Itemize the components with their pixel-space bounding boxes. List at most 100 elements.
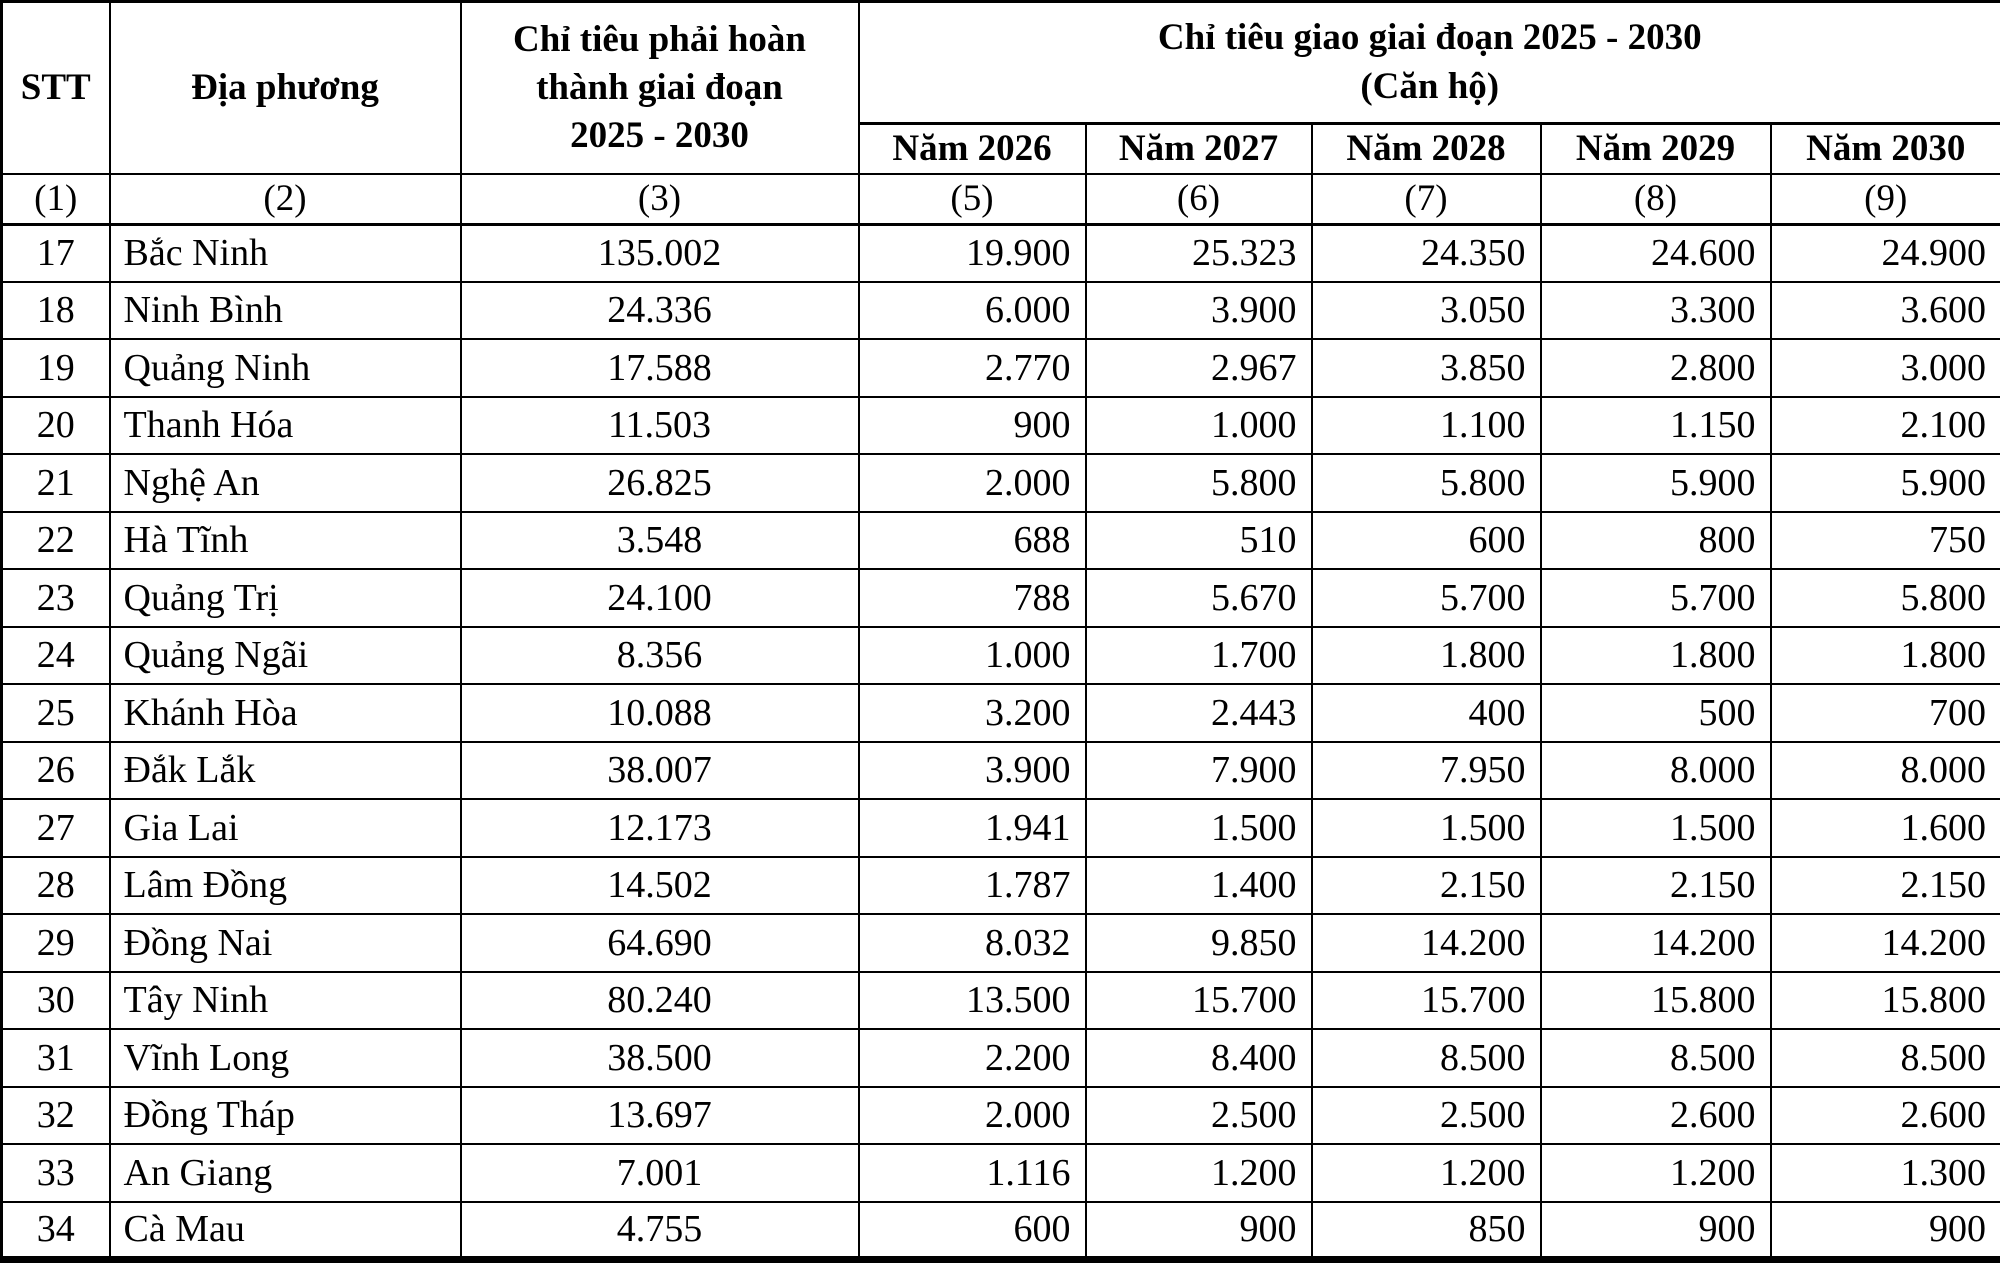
stt-cell: 28 bbox=[2, 857, 110, 915]
year-value-cell-2027: 9.850 bbox=[1086, 914, 1312, 972]
stt-cell: 25 bbox=[2, 684, 110, 742]
year-value-cell-2030: 14.200 bbox=[1771, 914, 2000, 972]
year-value-cell-2029: 3.300 bbox=[1541, 282, 1771, 340]
header-stt: STT bbox=[2, 2, 110, 175]
year-value-cell-2029: 15.800 bbox=[1541, 972, 1771, 1030]
year-value-cell-2028: 1.800 bbox=[1312, 627, 1541, 685]
stt-cell: 26 bbox=[2, 742, 110, 800]
total-target-cell: 24.100 bbox=[461, 569, 859, 627]
year-value-cell-2026: 1.000 bbox=[859, 627, 1086, 685]
stt-cell: 21 bbox=[2, 454, 110, 512]
year-value-cell-2027: 2.443 bbox=[1086, 684, 1312, 742]
locality-cell: Thanh Hóa bbox=[110, 397, 461, 455]
year-value-cell-2029: 14.200 bbox=[1541, 914, 1771, 972]
year-value-cell-2028: 2.500 bbox=[1312, 1087, 1541, 1145]
header-year-2030: Năm 2030 bbox=[1771, 124, 2000, 175]
locality-cell: Hà Tĩnh bbox=[110, 512, 461, 570]
year-value-cell-2026: 19.900 bbox=[859, 224, 1086, 282]
total-target-cell: 14.502 bbox=[461, 857, 859, 915]
total-target-cell: 10.088 bbox=[461, 684, 859, 742]
year-value-cell-2029: 8.500 bbox=[1541, 1029, 1771, 1087]
year-value-cell-2028: 8.500 bbox=[1312, 1029, 1541, 1087]
year-value-cell-2029: 500 bbox=[1541, 684, 1771, 742]
year-value-cell-2030: 5.900 bbox=[1771, 454, 2000, 512]
header-year-2029: Năm 2029 bbox=[1541, 124, 1771, 175]
year-value-cell-2026: 1.941 bbox=[859, 799, 1086, 857]
year-value-cell-2026: 2.200 bbox=[859, 1029, 1086, 1087]
header-row-column-index: (1) (2) (3) (5) (6) (7) (8) (9) bbox=[2, 174, 2000, 224]
year-value-cell-2028: 7.950 bbox=[1312, 742, 1541, 800]
total-target-cell: 38.500 bbox=[461, 1029, 859, 1087]
year-value-cell-2029: 2.800 bbox=[1541, 339, 1771, 397]
year-value-cell-2028: 3.050 bbox=[1312, 282, 1541, 340]
locality-cell: Quảng Ninh bbox=[110, 339, 461, 397]
header-row-main: STT Địa phương Chỉ tiêu phải hoàn thành … bbox=[2, 2, 2000, 124]
year-value-cell-2030: 1.300 bbox=[1771, 1144, 2000, 1202]
year-value-cell-2029: 24.600 bbox=[1541, 224, 1771, 282]
header-target-complete-line3: 2025 - 2030 bbox=[462, 112, 858, 160]
column-index-5: (5) bbox=[859, 174, 1086, 224]
year-value-cell-2027: 2.967 bbox=[1086, 339, 1312, 397]
column-index-2: (2) bbox=[110, 174, 461, 224]
header-target-assigned-unit: (Căn hộ) bbox=[860, 63, 2000, 111]
total-target-cell: 26.825 bbox=[461, 454, 859, 512]
total-target-cell: 12.173 bbox=[461, 799, 859, 857]
column-index-6: (6) bbox=[1086, 174, 1312, 224]
locality-cell: Đồng Tháp bbox=[110, 1087, 461, 1145]
total-target-cell: 80.240 bbox=[461, 972, 859, 1030]
year-value-cell-2027: 900 bbox=[1086, 1202, 1312, 1260]
year-value-cell-2027: 15.700 bbox=[1086, 972, 1312, 1030]
year-value-cell-2027: 5.670 bbox=[1086, 569, 1312, 627]
year-value-cell-2026: 3.900 bbox=[859, 742, 1086, 800]
stt-cell: 27 bbox=[2, 799, 110, 857]
locality-cell: An Giang bbox=[110, 1144, 461, 1202]
header-locality: Địa phương bbox=[110, 2, 461, 175]
locality-cell: Lâm Đồng bbox=[110, 857, 461, 915]
header-target-complete: Chỉ tiêu phải hoàn thành giai đoạn 2025 … bbox=[461, 2, 859, 175]
year-value-cell-2028: 24.350 bbox=[1312, 224, 1541, 282]
year-value-cell-2027: 5.800 bbox=[1086, 454, 1312, 512]
header-target-assigned-title: Chỉ tiêu giao giai đoạn 2025 - 2030 bbox=[860, 14, 2000, 62]
year-value-cell-2027: 2.500 bbox=[1086, 1087, 1312, 1145]
year-value-cell-2028: 5.800 bbox=[1312, 454, 1541, 512]
year-value-cell-2030: 15.800 bbox=[1771, 972, 2000, 1030]
locality-cell: Ninh Bình bbox=[110, 282, 461, 340]
year-value-cell-2028: 400 bbox=[1312, 684, 1541, 742]
stt-cell: 20 bbox=[2, 397, 110, 455]
year-value-cell-2030: 8.000 bbox=[1771, 742, 2000, 800]
year-value-cell-2030: 5.800 bbox=[1771, 569, 2000, 627]
locality-cell: Đồng Nai bbox=[110, 914, 461, 972]
year-value-cell-2027: 1.000 bbox=[1086, 397, 1312, 455]
stt-cell: 30 bbox=[2, 972, 110, 1030]
locality-cell: Cà Mau bbox=[110, 1202, 461, 1260]
year-value-cell-2026: 3.200 bbox=[859, 684, 1086, 742]
column-index-9: (9) bbox=[1771, 174, 2000, 224]
header-target-assigned-group: Chỉ tiêu giao giai đoạn 2025 - 2030 (Căn… bbox=[859, 2, 2000, 124]
year-value-cell-2030: 700 bbox=[1771, 684, 2000, 742]
year-value-cell-2029: 1.500 bbox=[1541, 799, 1771, 857]
locality-cell: Vĩnh Long bbox=[110, 1029, 461, 1087]
year-value-cell-2029: 800 bbox=[1541, 512, 1771, 570]
locality-cell: Quảng Trị bbox=[110, 569, 461, 627]
year-value-cell-2027: 1.700 bbox=[1086, 627, 1312, 685]
locality-cell: Nghệ An bbox=[110, 454, 461, 512]
year-value-cell-2029: 5.900 bbox=[1541, 454, 1771, 512]
column-index-1: (1) bbox=[2, 174, 110, 224]
year-value-cell-2026: 788 bbox=[859, 569, 1086, 627]
stt-cell: 24 bbox=[2, 627, 110, 685]
year-value-cell-2028: 3.850 bbox=[1312, 339, 1541, 397]
year-value-cell-2027: 25.323 bbox=[1086, 224, 1312, 282]
year-value-cell-2029: 1.150 bbox=[1541, 397, 1771, 455]
total-target-cell: 17.588 bbox=[461, 339, 859, 397]
